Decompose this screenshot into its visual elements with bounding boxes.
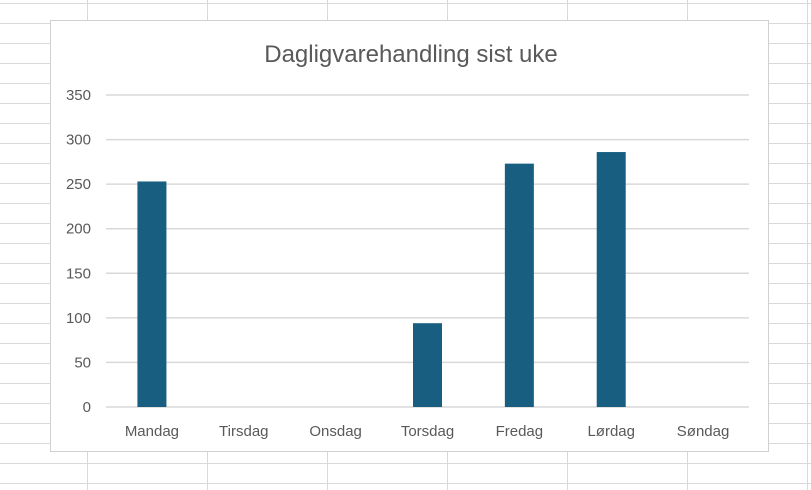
bars (137, 152, 626, 407)
bar-fredag[interactable] (504, 163, 534, 407)
y-tick-label: 200 (66, 221, 91, 238)
y-tick-label: 100 (66, 310, 91, 327)
y-axis-tick-labels: 0 50 100 150 200 250 300 350 (66, 87, 91, 416)
y-tick-label: 350 (66, 87, 91, 104)
x-tick-label: Onsdag (309, 423, 362, 440)
x-tick-label: Fredag (496, 423, 544, 440)
y-tick-label: 300 (66, 132, 91, 149)
x-tick-label: Lørdag (587, 423, 635, 440)
y-tick-label: 150 (66, 265, 91, 282)
y-tick-label: 50 (74, 354, 91, 371)
bar-chart: Dagligvarehandling sist uke 0 50 100 150 200… (66, 41, 749, 440)
x-tick-label: Tirsdag (219, 423, 268, 440)
y-tick-label: 0 (83, 399, 91, 416)
x-tick-label: Mandag (125, 423, 179, 440)
y-tick-label: 250 (66, 176, 91, 193)
x-axis-tick-labels: Mandag Tirsdag Onsdag Torsdag Fredag Lørdag Sø… (125, 423, 730, 440)
chart-area[interactable]: Dagligvarehandling sist uke 0 50 100 150 200… (50, 20, 769, 452)
bar-mandag[interactable] (137, 181, 167, 407)
bar-lørdag[interactable] (596, 152, 626, 407)
bar-torsdag[interactable] (413, 323, 442, 407)
x-tick-label: Torsdag (401, 423, 454, 440)
gridlines (106, 94, 749, 408)
chart-title: Dagligvarehandling sist uke (264, 41, 558, 68)
x-tick-label: Søndag (677, 423, 730, 440)
